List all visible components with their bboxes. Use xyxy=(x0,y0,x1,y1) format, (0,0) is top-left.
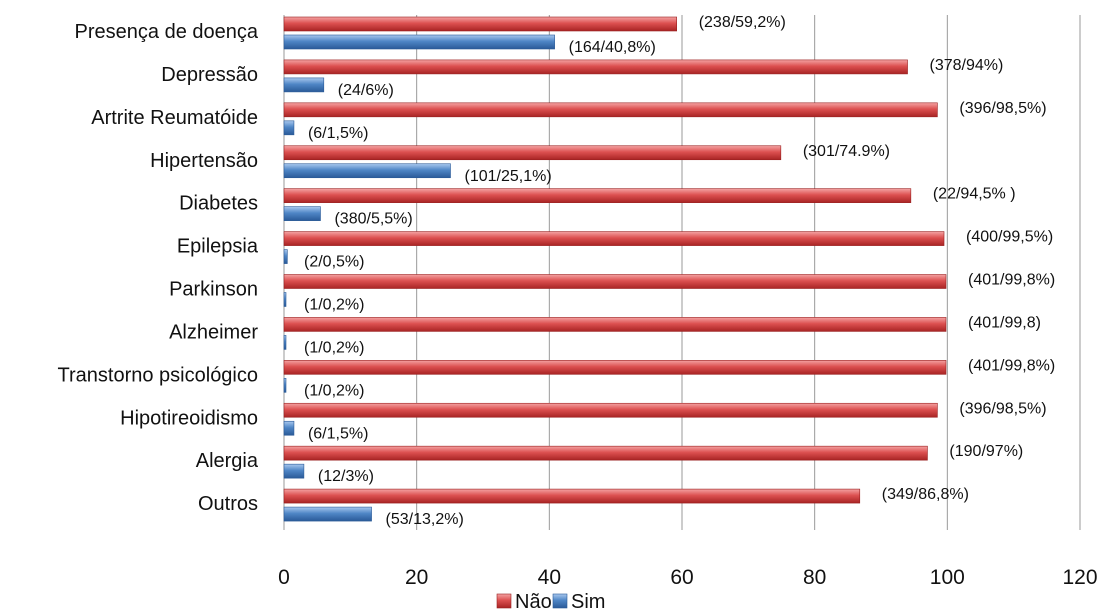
category-label: Hipertensão xyxy=(150,150,258,172)
bar-nao xyxy=(283,102,938,118)
data-label-sim: (380/5,5%) xyxy=(334,211,412,228)
category-label: Alergia xyxy=(196,450,259,472)
bar-sim xyxy=(283,463,305,479)
bar-sim xyxy=(283,292,287,307)
category-label: Diabetes xyxy=(179,193,258,215)
category-labels: Presença de doença Depressão Artrite Reuma… xyxy=(58,21,259,515)
x-tick-label: 100 xyxy=(930,566,965,589)
x-tick-label: 0 xyxy=(278,566,290,589)
legend-label-nao: Não xyxy=(515,591,552,613)
data-label-nao: (401/99,8%) xyxy=(968,272,1055,289)
bar-sim xyxy=(283,77,325,93)
category-label: Transtorno psicológico xyxy=(58,364,258,386)
category-label: Hipotireoidismo xyxy=(120,407,258,429)
category-label: Outros xyxy=(198,493,258,515)
legend-label-sim: Sim xyxy=(571,591,605,613)
bar-sim xyxy=(283,335,287,350)
bars xyxy=(283,16,947,522)
data-label-nao: (401/99,8) xyxy=(968,314,1041,331)
bar-sim xyxy=(283,420,295,436)
data-labels: (238/59,2%) (164/40,8%) (378/94%) (24/6%) (3… xyxy=(304,14,1055,528)
bar-nao xyxy=(283,445,928,461)
data-label-nao: (349/86,8%) xyxy=(882,486,969,503)
legend-swatch-nao xyxy=(496,593,512,609)
bar-sim xyxy=(283,120,295,136)
data-label-sim: (24/6%) xyxy=(338,82,394,99)
data-label-sim: (1/0,2%) xyxy=(304,297,364,314)
data-label-sim: (6/1,5%) xyxy=(308,425,368,442)
data-label-nao: (238/59,2%) xyxy=(699,14,786,31)
data-label-nao: (190/97%) xyxy=(949,443,1023,460)
category-label: Artrite Reumatóide xyxy=(91,107,258,129)
data-label-sim: (1/0,2%) xyxy=(304,382,364,399)
data-label-sim: (12/3%) xyxy=(318,468,374,485)
x-tick-label: 20 xyxy=(405,566,428,589)
category-label: Epilepsia xyxy=(177,236,259,258)
bar-nao xyxy=(283,145,782,161)
bar-nao xyxy=(283,274,947,289)
data-label-nao: (400/99,5%) xyxy=(966,229,1053,246)
grid-lines xyxy=(283,15,1081,530)
data-label-nao: (396/98,5%) xyxy=(959,400,1046,417)
category-label: Alzheimer xyxy=(169,321,258,343)
bar-nao xyxy=(283,188,912,203)
x-tick-label: 60 xyxy=(670,566,693,589)
bar-nao xyxy=(283,402,938,418)
data-label-sim: (1/0,2%) xyxy=(304,339,364,356)
bar-sim xyxy=(283,249,288,264)
bar-sim xyxy=(283,378,287,393)
bar-nao xyxy=(283,59,908,75)
data-label-nao: (301/74.9%) xyxy=(803,143,890,160)
bar-nao xyxy=(283,488,861,504)
bar-sim xyxy=(283,163,451,179)
bar-sim xyxy=(283,34,555,50)
x-tick-label: 120 xyxy=(1062,566,1097,589)
data-label-nao: (378/94%) xyxy=(930,57,1004,74)
bar-nao xyxy=(283,317,947,332)
data-label-sim: (53/13,2%) xyxy=(386,511,464,528)
data-label-sim: (164/40,8%) xyxy=(569,39,656,56)
data-label-sim: (101/25,1%) xyxy=(464,168,551,185)
data-label-sim: (6/1,5%) xyxy=(308,125,368,142)
data-label-nao: (396/98,5%) xyxy=(959,100,1046,117)
bar-nao xyxy=(283,231,945,246)
data-label-sim: (2/0,5%) xyxy=(304,254,364,271)
bar-sim xyxy=(283,506,372,522)
bar-nao xyxy=(283,16,677,32)
data-label-nao: (401/99,8%) xyxy=(968,357,1055,374)
data-label-nao: (22/94,5% ) xyxy=(933,186,1016,203)
legend-swatch-sim xyxy=(552,593,568,609)
x-tick-labels: 0 20 40 60 80 100 120 xyxy=(278,566,1097,589)
legend: Não Sim xyxy=(496,591,605,613)
category-label: Presença de doença xyxy=(75,21,259,43)
x-tick-label: 80 xyxy=(803,566,826,589)
bar-nao xyxy=(283,360,947,375)
category-label: Parkinson xyxy=(169,279,258,301)
x-tick-label: 40 xyxy=(538,566,561,589)
bar-sim xyxy=(283,206,321,221)
category-label: Depressão xyxy=(161,64,258,86)
